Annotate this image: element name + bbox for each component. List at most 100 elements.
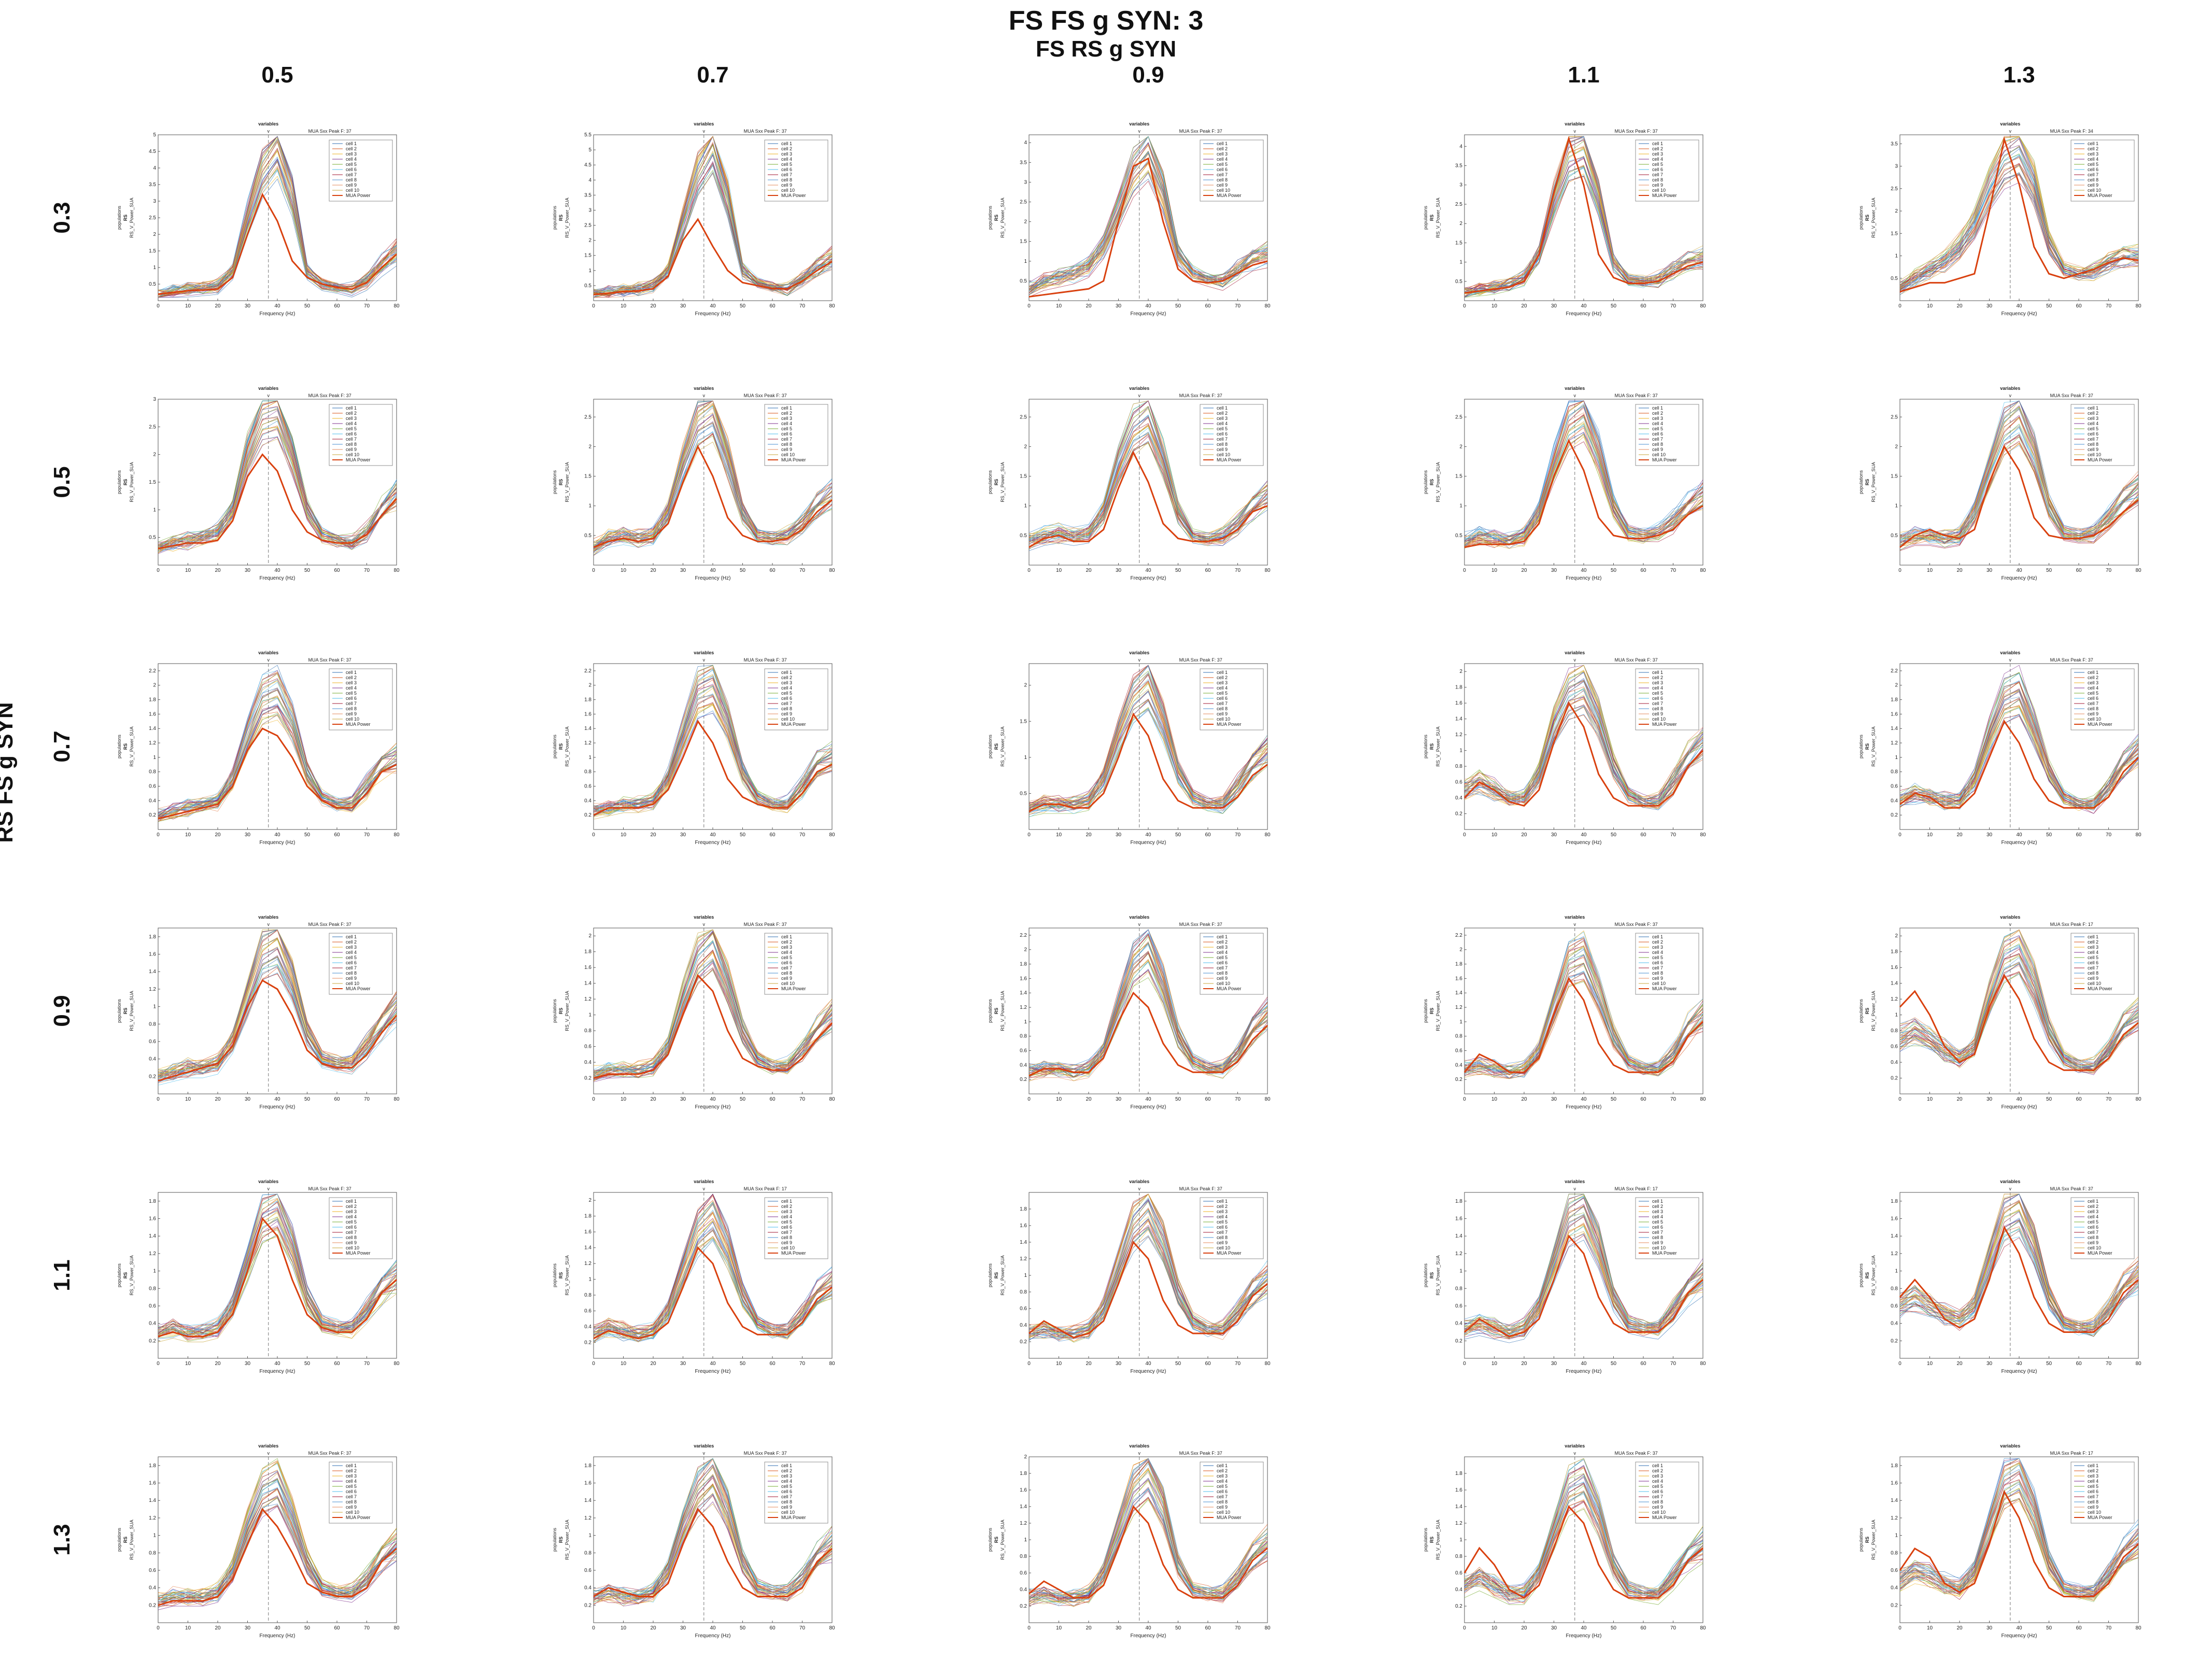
row-label: 1.1 [49, 1259, 75, 1291]
cell-trace [1028, 1487, 1268, 1606]
x-tick-label: 20 [650, 832, 656, 838]
legend-entry: cell 4 [781, 685, 792, 691]
y-tick-label: 1.6 [1020, 1487, 1027, 1493]
x-tick-label: 0 [1898, 1625, 1901, 1631]
x-tick-label: 50 [304, 303, 311, 309]
x-tick-label: 40 [274, 832, 280, 838]
cell-trace [593, 404, 833, 543]
y-tick-label: 0.4 [1020, 1323, 1027, 1328]
x-tick-label: 70 [364, 568, 370, 573]
x-tick-label: 50 [1611, 1625, 1617, 1631]
cell-trace [593, 695, 833, 813]
mua-power-trace [593, 1508, 833, 1597]
panel-top-marker: v [267, 657, 270, 663]
x-tick-label: 20 [1521, 1361, 1527, 1367]
legend-entry: cell 8 [781, 177, 792, 182]
y-tick-label: 0.8 [1455, 764, 1462, 769]
y-tick-label: 1.2 [1455, 1521, 1462, 1526]
cell-trace [158, 707, 397, 822]
y-axis-label: RS [558, 1537, 563, 1543]
x-tick-label: 50 [740, 1625, 746, 1631]
x-tick-label: 50 [1175, 1096, 1181, 1102]
legend-entry: cell 7 [346, 437, 357, 442]
mua-peak-title: MUA Sxx Peak F: 37 [1179, 129, 1222, 134]
legend-entry: cell 6 [781, 960, 792, 965]
cell-trace [593, 1474, 833, 1601]
cell-trace [1028, 143, 1268, 289]
cell-trace [593, 677, 833, 807]
legend-entry: cell 8 [1217, 706, 1228, 711]
y-tick-label: 0.2 [149, 1074, 156, 1079]
legend-entry: cell 4 [346, 157, 357, 162]
legend-box [329, 1461, 393, 1524]
legend-entry: cell 4 [346, 685, 357, 691]
legend-entry: cell 8 [346, 177, 357, 182]
x-tick-label: 70 [799, 1625, 806, 1631]
legend-entry: cell 1 [1217, 141, 1228, 146]
legend-entry: cell 4 [2088, 421, 2098, 426]
x-tick-label: 70 [2106, 832, 2112, 838]
legend-entry: cell 1 [1217, 1463, 1228, 1468]
x-axis-label: Frequency (Hz) [2002, 1369, 2037, 1374]
y-axis-label: populations [1858, 1527, 1864, 1552]
cell-trace [593, 1465, 833, 1598]
x-tick-label: 30 [1551, 303, 1557, 309]
cell-trace [1028, 929, 1268, 1071]
y-tick-label: 3.5 [1020, 160, 1027, 165]
y-tick-label: 0.2 [1891, 812, 1898, 818]
spectrum-panel: variables v MUA Sxx Peak F: 17 0 10 20 30 40 50 6… [1853, 1439, 2149, 1646]
cell-trace [158, 972, 397, 1086]
cell-trace [1464, 441, 1703, 548]
legend-entry: cell 8 [781, 442, 792, 447]
y-tick-label: 2 [1895, 933, 1898, 939]
y-axis-label: RS [558, 479, 563, 486]
mua-peak-title: MUA Sxx Peak F: 37 [1615, 922, 1658, 927]
legend-entry: cell 2 [1652, 146, 1663, 151]
y-tick-label: 0.2 [1020, 1604, 1027, 1609]
y-tick-label: 1.6 [149, 1216, 156, 1222]
legend-box [2070, 933, 2135, 995]
y-tick-label: 1.2 [584, 1261, 591, 1267]
legend-entry: cell 8 [1217, 1499, 1228, 1505]
y-axis-label: RS_V_Power_SUA [129, 1255, 134, 1296]
legend-entry: cell 4 [1652, 950, 1663, 955]
x-tick-label: 50 [304, 832, 311, 838]
legend-entry: cell 9 [781, 711, 792, 716]
y-tick-label: 0.4 [1891, 798, 1898, 804]
x-tick-label: 40 [710, 568, 716, 573]
x-tick-label: 0 [157, 1361, 160, 1367]
legend-entry: cell 4 [1217, 685, 1228, 691]
legend-entry: cell 5 [346, 955, 357, 960]
legend-entry: cell 2 [346, 939, 357, 945]
y-axis-label: populations [1858, 999, 1864, 1023]
cell-trace [593, 958, 833, 1080]
legend-entry: cell 5 [2088, 426, 2098, 431]
cell-trace [1464, 1233, 1703, 1340]
cell-trace [1899, 400, 2139, 539]
mua-power-trace [1464, 136, 1703, 294]
x-tick-label: 70 [1235, 303, 1241, 309]
legend-entry: cell 6 [781, 431, 792, 437]
cell-trace [158, 974, 397, 1079]
x-tick-label: 70 [799, 303, 806, 309]
panel-top-label: variables [1129, 1443, 1149, 1449]
legend-entry: cell 6 [346, 960, 357, 965]
cell-trace [1464, 167, 1703, 293]
legend-entry: cell 3 [1652, 680, 1663, 685]
legend-entry: cell 2 [2088, 411, 2098, 416]
x-tick-label: 70 [1235, 1625, 1241, 1631]
y-axis-label: RS [1429, 1537, 1434, 1543]
cell-trace [1028, 1220, 1268, 1340]
x-tick-label: 40 [710, 1096, 716, 1102]
x-tick-label: 50 [304, 1361, 311, 1367]
mua-power-trace [593, 720, 833, 816]
legend-box [1635, 933, 1699, 995]
legend-entry: cell 10 [346, 1245, 359, 1250]
y-tick-label: 2 [153, 232, 156, 237]
y-tick-label: 1.5 [1455, 474, 1462, 480]
y-tick-label: 0.5 [1020, 791, 1027, 796]
x-tick-label: 70 [1670, 303, 1676, 309]
cell-trace [1028, 1193, 1268, 1330]
spectrum-panel: variables v MUA Sxx Peak F: 17 0 10 20 30 40 50 6… [1418, 1174, 1713, 1382]
legend-entry: cell 2 [2088, 1204, 2098, 1209]
